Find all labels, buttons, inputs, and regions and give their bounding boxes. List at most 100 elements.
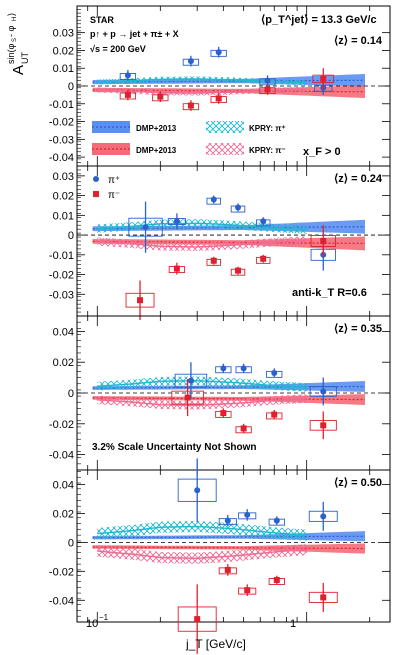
syst-box <box>309 386 337 397</box>
kpry-band-pip <box>97 76 307 86</box>
pip-point <box>173 218 180 225</box>
pim-point <box>215 95 222 102</box>
pip-point <box>210 196 217 203</box>
pim-point <box>273 577 280 584</box>
legend-kpry-red-swatch <box>206 143 244 155</box>
svg-text:UT: UT <box>20 52 30 64</box>
pim-point <box>124 91 131 98</box>
panel-z-label: ⟨z⟩ = 0.14 <box>334 35 383 47</box>
reaction-label: p↑ + p → jet + π± + X <box>90 29 179 39</box>
svg-text:H: H <box>12 17 18 21</box>
pim-point <box>220 410 227 417</box>
svg-text:S: S <box>12 38 18 42</box>
legend-kpry-red-label: KPRY: π⁻ <box>249 146 286 155</box>
pim-point <box>320 594 327 601</box>
kpry-band-pim-centre <box>97 239 307 248</box>
syst-box <box>309 420 337 431</box>
pim-point <box>260 255 267 262</box>
svg-text:): ) <box>6 13 16 16</box>
kpry-band-pip-centre <box>97 525 307 536</box>
panel-frame <box>76 469 391 623</box>
legend-pip-marker <box>93 176 99 182</box>
x-tick-label-0.1: 10 <box>86 618 98 630</box>
legend-pim-label: π⁻ <box>108 190 120 201</box>
syst-box <box>308 510 338 522</box>
syst-box <box>174 373 208 388</box>
y-tick-label: -0.02 <box>49 419 74 431</box>
legend-pim-marker <box>93 191 99 197</box>
pip-point <box>320 513 327 520</box>
kpry-band-pim-centre <box>97 88 307 94</box>
pip-point <box>320 388 327 395</box>
y-tick-label: 0.01 <box>53 210 74 222</box>
jet-pt-label: ⟨p_T^jet⟩ = 13.3 GeV/c <box>261 14 377 26</box>
kpry-band-pim <box>97 544 307 564</box>
y-axis-title: A UT sin(φ S - φ H ) <box>6 13 30 75</box>
legend-dmp-red-label: DMP+2013 <box>136 146 177 155</box>
panel-4: -0.04 -0.02 0 0.02 0.04 ⟨z⟩ = 0.50 <box>49 458 391 654</box>
legend-dmp-red-swatch <box>92 143 130 155</box>
y-tick-label: -0.03 <box>49 134 74 146</box>
kpry-band-pim-centre <box>97 397 307 407</box>
energy-label: √s = 200 GeV <box>90 44 146 54</box>
x-tick-label-1: 1 <box>290 618 296 630</box>
kpry-band-pip-centre <box>97 78 307 84</box>
pim-point <box>224 566 231 573</box>
pip-point <box>142 224 149 231</box>
pip-point <box>187 377 194 384</box>
legend-kpry-blue-label: KPRY: π⁺ <box>249 124 286 133</box>
syst-box <box>128 217 163 237</box>
pip-point <box>271 369 278 376</box>
pim-point <box>187 102 194 109</box>
pim-point <box>235 267 242 274</box>
dmp-band-pim-centre <box>92 546 365 550</box>
x-axis-title: j_T [GeV/c] <box>185 637 246 651</box>
syst-box <box>171 390 204 405</box>
panel-1: -0.04 -0.03 -0.02 -0.01 0 0.01 0.02 0.03 ⟨z⟩ = 0… <box>49 5 391 167</box>
pip-point <box>260 218 267 225</box>
y-tick-label: 0 <box>68 230 74 242</box>
y-tick-label: 0.02 <box>53 508 74 520</box>
legend-dmp-blue-swatch <box>92 121 130 133</box>
y-tick-label: -0.01 <box>49 250 74 262</box>
pim-point <box>157 93 164 100</box>
panel-2: -0.03 -0.02 -0.01 0 0.01 0.02 0.03 ⟨z⟩ = 0.24 <box>49 165 391 320</box>
xf-label: x_F > 0 <box>303 146 341 158</box>
y-tick-label: 0.02 <box>53 357 74 369</box>
syst-box <box>308 591 338 603</box>
marker-legend: π⁺ π⁻ <box>93 175 120 201</box>
pip-point <box>244 511 251 518</box>
y-tick-label: -0.01 <box>49 99 74 111</box>
panel-3: -0.04 -0.02 0 0.02 0.04 ⟨z⟩ = 0.35 <box>49 315 391 471</box>
panel-z-label: ⟨z⟩ = 0.50 <box>334 477 382 489</box>
panel-z-label: ⟨z⟩ = 0.35 <box>334 323 382 335</box>
pip-point <box>194 487 201 494</box>
pim-point <box>320 75 327 82</box>
pip-point <box>235 204 242 211</box>
y-tick-label: 0.03 <box>53 171 74 183</box>
y-tick-label: -0.04 <box>49 450 74 462</box>
x-axis: 10 −1 1 j_T [GeV/c] <box>86 613 296 651</box>
y-tick-label: 0 <box>68 388 74 400</box>
legend-pip-label: π⁺ <box>108 175 120 186</box>
pim-point <box>240 425 247 432</box>
y-tick-label: 0.02 <box>53 45 74 57</box>
svg-text:A: A <box>10 65 27 75</box>
syst-box <box>310 235 336 247</box>
y-tick-label: 0.01 <box>53 63 74 75</box>
y-tick-label: 0.04 <box>53 479 74 491</box>
y-tick-label: -0.02 <box>49 270 74 282</box>
pip-point <box>215 49 222 56</box>
kpry-band-pim <box>97 86 307 96</box>
pim-point <box>194 616 201 623</box>
y-tick-label: -0.02 <box>49 117 74 129</box>
y-tick-label: -0.04 <box>49 595 74 607</box>
syst-box <box>177 478 217 502</box>
kpry-band-pip <box>97 520 307 541</box>
y-tick-label: -0.03 <box>49 289 74 301</box>
kpry-band-pim <box>97 236 307 251</box>
pim-point <box>137 297 144 304</box>
pim-point <box>271 411 278 418</box>
panel-z-label: ⟨z⟩ = 0.24 <box>334 173 383 185</box>
